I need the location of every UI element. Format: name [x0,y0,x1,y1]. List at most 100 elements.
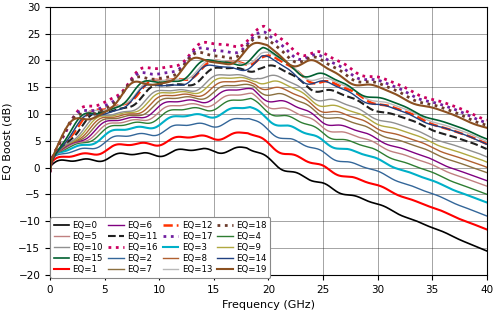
EQ=15 [424,115,430,119]
Line: EQ=19: EQ=19 [50,43,487,172]
EQ=1 [326,167,332,171]
EQ=19 [484,126,490,130]
EQ=8 [240,79,246,83]
Line: EQ=14: EQ=14 [50,56,487,172]
EQ=10 [379,119,385,123]
EQ=10 [484,155,490,159]
EQ=1 [74,153,80,157]
EQ=7 [301,101,307,105]
EQ=17 [47,170,53,174]
EQ=1 [424,204,430,208]
EQ=14 [312,81,318,85]
EQ=14 [379,103,385,107]
EQ=6 [326,123,332,127]
EQ=15 [260,46,266,49]
EQ=18 [312,55,318,59]
EQ=0 [379,203,385,207]
EQ=13 [484,140,490,143]
EQ=19 [326,67,332,71]
EQ=6 [74,140,80,144]
EQ=6 [301,108,307,111]
EQ=0 [484,249,490,253]
EQ=5 [74,141,80,145]
EQ=15 [326,74,332,78]
EQ=0 [237,145,243,149]
EQ=16 [424,96,430,100]
EQ=1 [301,158,307,162]
Line: EQ=12: EQ=12 [50,56,487,170]
EQ=5 [248,91,254,95]
EQ=14 [261,54,267,58]
EQ=11 [326,88,332,92]
EQ=13 [74,124,80,128]
X-axis label: Frequency (GHz): Frequency (GHz) [222,300,315,310]
EQ=19 [47,170,53,173]
EQ=6 [379,140,385,144]
EQ=4 [74,142,80,146]
Line: EQ=17: EQ=17 [50,32,487,172]
EQ=18 [326,63,332,66]
EQ=19 [424,105,430,108]
EQ=17 [326,59,332,63]
EQ=7 [47,163,53,167]
EQ=19 [74,116,80,120]
EQ=0 [301,175,307,179]
EQ=17 [424,99,430,103]
EQ=13 [301,75,307,79]
EQ=6 [484,179,490,182]
EQ=5 [301,114,307,118]
EQ=15 [379,96,385,100]
EQ=18 [74,113,80,117]
EQ=6 [424,155,430,159]
EQ=1 [379,185,385,188]
EQ=2 [424,190,430,194]
EQ=16 [261,24,267,28]
EQ=15 [484,137,490,141]
EQ=4 [326,136,332,139]
EQ=14 [326,81,332,85]
EQ=3 [379,159,385,163]
EQ=9 [424,138,430,141]
EQ=12 [47,168,53,172]
EQ=4 [312,126,318,129]
EQ=15 [301,75,307,79]
EQ=10 [235,73,241,77]
EQ=19 [254,41,260,45]
EQ=16 [301,54,307,58]
Line: EQ=11: EQ=11 [50,65,487,169]
Line: EQ=13: EQ=13 [50,52,487,171]
EQ=19 [379,86,385,90]
EQ=14 [301,81,307,85]
EQ=1 [312,162,318,166]
EQ=9 [47,165,53,169]
EQ=8 [301,96,307,100]
EQ=16 [326,54,332,58]
EQ=18 [301,59,307,62]
EQ=12 [484,142,490,146]
EQ=17 [260,30,266,34]
EQ=7 [74,139,80,143]
EQ=11 [268,64,274,67]
EQ=8 [47,164,53,168]
EQ=8 [74,138,80,142]
Line: EQ=7: EQ=7 [50,84,487,172]
EQ=15 [74,119,80,123]
EQ=10 [326,98,332,101]
EQ=2 [301,143,307,147]
EQ=14 [74,124,80,127]
EQ=9 [74,137,80,141]
EQ=11 [312,90,318,94]
EQ=6 [312,115,318,118]
EQ=17 [312,53,318,57]
EQ=2 [235,117,241,121]
EQ=12 [424,120,430,124]
EQ=15 [47,170,53,174]
EQ=16 [47,170,53,174]
EQ=3 [424,177,430,181]
EQ=17 [301,57,307,61]
EQ=2 [312,146,318,150]
EQ=3 [312,134,318,138]
EQ=5 [47,161,53,165]
EQ=17 [484,121,490,125]
EQ=11 [424,126,430,129]
